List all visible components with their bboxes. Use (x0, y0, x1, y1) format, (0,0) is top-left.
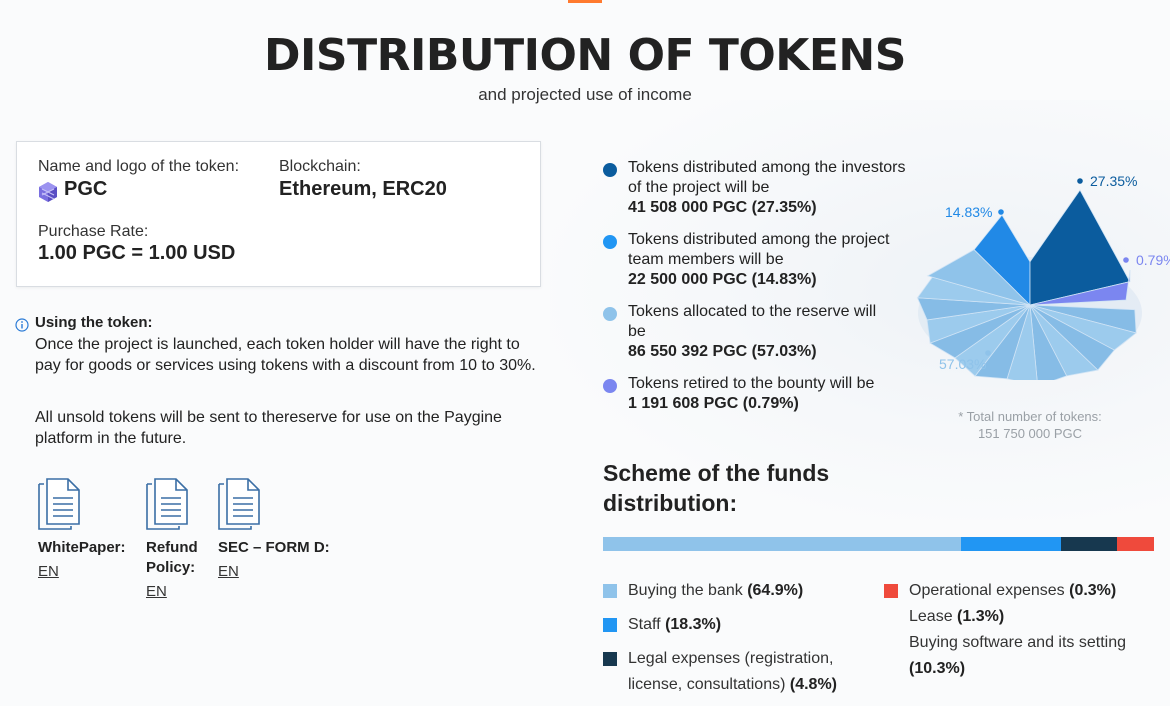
legend-square-bank (603, 584, 617, 598)
funds-bar-segment (603, 537, 961, 551)
funds-bar-segment (1061, 537, 1117, 551)
top-accent-bar (568, 0, 602, 3)
purchase-rate-label: Purchase Rate: (38, 223, 149, 240)
fund-item-lease: Lease (1.3%) (909, 608, 1005, 625)
blockchain-label: Blockchain: (279, 158, 361, 175)
token-name-value: PGC (64, 178, 108, 200)
page-title: DISTRIBUTION OF TOKENS (264, 30, 906, 81)
whitepaper-document[interactable] (38, 478, 80, 535)
chart-label-reserve: 57.03% (939, 356, 986, 372)
funds-distribution-bar (603, 537, 1154, 551)
chart-label-dot (1077, 178, 1083, 184)
fund-item-operational: Operational expenses (0.3%) (909, 582, 1117, 599)
fund-item-bank: Buying the bank (64.9%) (628, 582, 804, 599)
refund-policy-en-link[interactable]: EN (146, 583, 167, 600)
document-icon (38, 478, 80, 530)
chart-label-dot (998, 209, 1004, 215)
refund-policy-document[interactable] (146, 478, 188, 535)
token-info-card (16, 141, 541, 287)
sec-form-d-en-link[interactable]: EN (218, 563, 239, 580)
legend-dot (603, 235, 617, 249)
token-distribution-chart: 27.35% 14.83% 0.79% 57.03% (916, 173, 1170, 380)
legend-text: Tokens distributed among the investors o… (628, 159, 906, 196)
chart-label-dot (985, 350, 991, 356)
legend-dot (603, 307, 617, 321)
blockchain-value: Ethereum, ERC20 (279, 178, 447, 200)
legend-dot (603, 379, 617, 393)
using-token-heading: Using the token: (35, 314, 153, 331)
legend-square-legal (603, 652, 617, 666)
sec-form-d-document[interactable] (218, 478, 260, 535)
legend-text: Tokens retired to the bounty will be (628, 375, 875, 392)
fund-item-legal: Legal expenses (registration, license, c… (628, 650, 837, 693)
refund-policy-label: Refund Policy: (146, 539, 198, 576)
token-name-label: Name and logo of the token: (38, 158, 240, 175)
total-tokens-value: 151 750 000 PGC (977, 426, 1083, 441)
total-tokens-note: * Total number of tokens: (958, 409, 1102, 424)
using-token-paragraph-1: Once the project is launched, each token… (35, 336, 536, 374)
whitepaper-label: WhitePaper: (38, 539, 126, 556)
legend-text: Tokens allocated to the reserve will be (628, 303, 877, 340)
whitepaper-en-link[interactable]: EN (38, 563, 59, 580)
page-subtitle: and projected use of income (478, 85, 692, 104)
chart-label-dot (1123, 257, 1129, 263)
purchase-rate-value: 1.00 PGC = 1.00 USD (38, 242, 236, 264)
legend-amount: 1 191 608 PGC (0.79%) (628, 395, 799, 412)
legend-square-staff (603, 618, 617, 632)
legend-dot (603, 163, 617, 177)
legend-text: Tokens distributed among the project tea… (628, 231, 890, 268)
document-icon (146, 478, 188, 530)
sec-form-d-label: SEC – FORM D: (218, 539, 330, 556)
chart-slice-bounty (1029, 269, 1131, 306)
info-icon (15, 318, 29, 332)
using-token-paragraph-2: All unsold tokens will be sent to theres… (35, 409, 502, 447)
scheme-title: Scheme of the funds distribution: (603, 460, 830, 516)
chart-label-investors: 27.35% (1090, 173, 1137, 189)
legend-amount: 86 550 392 PGC (57.03%) (628, 343, 817, 360)
chart-label-bounty: 0.79% (1136, 252, 1170, 268)
fund-item-software: Buying software and its setting (10.3%) (909, 634, 1127, 677)
legend-amount: 22 500 000 PGC (14.83%) (628, 271, 817, 288)
funds-bar-segment (1116, 537, 1154, 551)
fund-item-staff: Staff (18.3%) (628, 616, 722, 633)
legend-square-operational (884, 584, 898, 598)
chart-label-team: 14.83% (945, 204, 992, 220)
legend-amount: 41 508 000 PGC (27.35%) (628, 199, 817, 216)
pgc-logo-icon (39, 182, 57, 202)
document-icon (218, 478, 260, 530)
funds-bar-segment (960, 537, 1062, 551)
